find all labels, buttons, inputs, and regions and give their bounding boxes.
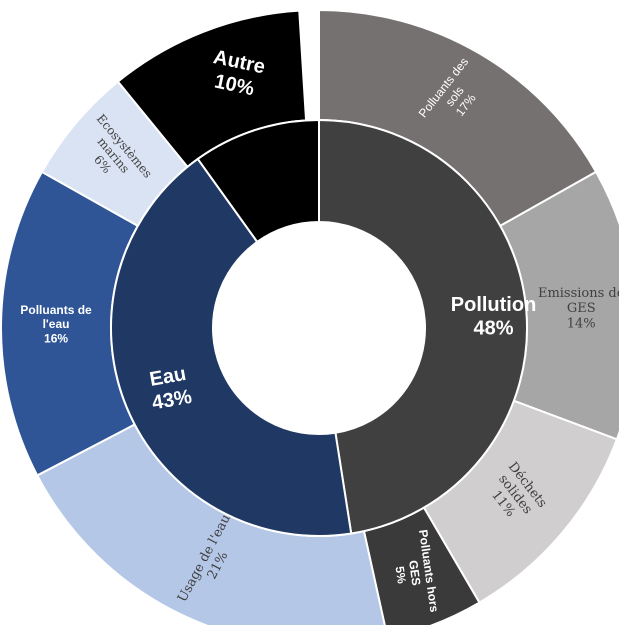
outer-ring — [0, 8, 619, 625]
inner-label-pollution: Pollution 48% — [451, 294, 537, 340]
outer-label-emissions-de-ges: Emissions de GES 14% — [538, 286, 619, 332]
center-hole — [213, 222, 425, 434]
outer-label-polluants-de-l-eau: Polluants de l'eau 16% — [20, 303, 92, 345]
